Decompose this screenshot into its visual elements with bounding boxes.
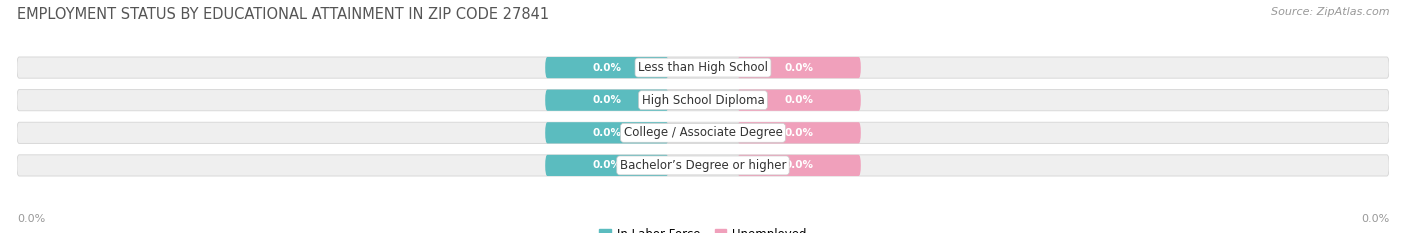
FancyBboxPatch shape bbox=[17, 57, 1389, 78]
Text: 0.0%: 0.0% bbox=[592, 95, 621, 105]
FancyBboxPatch shape bbox=[546, 155, 669, 176]
FancyBboxPatch shape bbox=[737, 90, 860, 111]
Text: Source: ZipAtlas.com: Source: ZipAtlas.com bbox=[1271, 7, 1389, 17]
FancyBboxPatch shape bbox=[737, 57, 860, 78]
Text: 0.0%: 0.0% bbox=[592, 63, 621, 72]
Text: 0.0%: 0.0% bbox=[592, 161, 621, 170]
FancyBboxPatch shape bbox=[546, 57, 669, 78]
FancyBboxPatch shape bbox=[737, 155, 860, 176]
Text: 0.0%: 0.0% bbox=[785, 128, 814, 138]
Text: 0.0%: 0.0% bbox=[1361, 214, 1389, 224]
Text: 0.0%: 0.0% bbox=[785, 161, 814, 170]
Text: Less than High School: Less than High School bbox=[638, 61, 768, 74]
Text: 0.0%: 0.0% bbox=[17, 214, 45, 224]
FancyBboxPatch shape bbox=[546, 90, 669, 111]
Text: High School Diploma: High School Diploma bbox=[641, 94, 765, 107]
FancyBboxPatch shape bbox=[546, 122, 669, 143]
FancyBboxPatch shape bbox=[17, 90, 1389, 111]
FancyBboxPatch shape bbox=[737, 122, 860, 143]
Text: 0.0%: 0.0% bbox=[785, 95, 814, 105]
FancyBboxPatch shape bbox=[17, 155, 1389, 176]
FancyBboxPatch shape bbox=[17, 122, 1389, 143]
Legend: In Labor Force, Unemployed: In Labor Force, Unemployed bbox=[598, 226, 808, 233]
Text: College / Associate Degree: College / Associate Degree bbox=[624, 126, 782, 139]
Text: 0.0%: 0.0% bbox=[785, 63, 814, 72]
Text: Bachelor’s Degree or higher: Bachelor’s Degree or higher bbox=[620, 159, 786, 172]
Text: 0.0%: 0.0% bbox=[592, 128, 621, 138]
Text: EMPLOYMENT STATUS BY EDUCATIONAL ATTAINMENT IN ZIP CODE 27841: EMPLOYMENT STATUS BY EDUCATIONAL ATTAINM… bbox=[17, 7, 548, 22]
